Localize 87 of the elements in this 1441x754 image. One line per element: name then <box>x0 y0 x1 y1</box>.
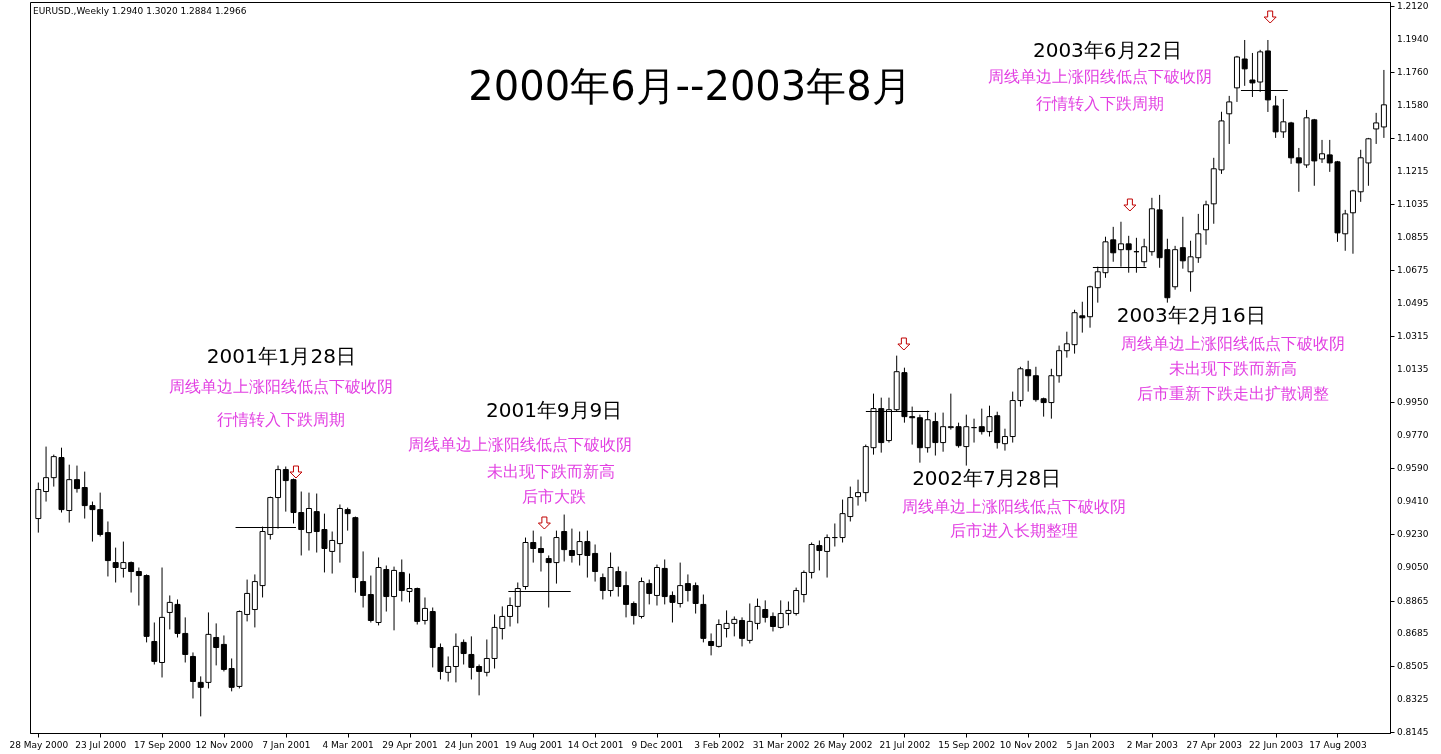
candlestick <box>1380 69 1387 139</box>
x-tick-label: 28 May 2000 <box>9 739 69 750</box>
candlestick <box>151 621 158 665</box>
annotation: 周线单边上涨阳线低点下破收阴 <box>169 377 394 396</box>
y-tick-label: 1.1400 <box>1397 132 1429 143</box>
annotation: 未出现下跌而新高 <box>1169 359 1298 378</box>
x-tick-label: 5 Jan 2003 <box>1066 739 1115 750</box>
candlestick <box>360 550 367 609</box>
x-tick-label: 23 Jul 2000 <box>75 739 127 750</box>
annotation: 周线单边上涨阳线低点下破收阴 <box>1121 334 1346 353</box>
x-tick-label: 27 Apr 2003 <box>1186 739 1243 750</box>
x-tick-label: 29 Apr 2001 <box>382 739 438 750</box>
annotation: 2002年7月28日 <box>912 466 1062 490</box>
annotation: 2001年9月9日 <box>485 398 623 422</box>
y-tick-label: 1.1580 <box>1397 99 1429 110</box>
candlestick <box>1349 189 1356 255</box>
annotation: 2003年2月16日 <box>1116 303 1266 327</box>
candlestick <box>1241 39 1248 87</box>
x-tick-label: 19 Aug 2001 <box>504 739 563 750</box>
y-tick-label: 1.1760 <box>1397 66 1429 77</box>
text: 2000年6月--2003年8月 <box>468 63 912 109</box>
annotation: 周线单边上涨阳线低点下破收阴 <box>901 497 1126 516</box>
x-tick-label: 14 Oct 2001 <box>567 739 624 750</box>
annotation: 2003年6月22日 <box>1032 38 1183 62</box>
x-tick-label: 21 Jul 2002 <box>879 739 931 750</box>
annotation: 行情转入下跌周期 <box>1035 94 1164 113</box>
candlestick <box>1125 235 1132 274</box>
y-tick-label: 0.8145 <box>1397 727 1429 738</box>
y-tick-label: 0.8325 <box>1397 694 1429 705</box>
candlestick <box>1226 95 1233 145</box>
x-tick-label: 15 Sep 2002 <box>938 739 996 750</box>
y-tick-label: 0.9230 <box>1397 528 1429 539</box>
candlestick <box>537 535 544 573</box>
candlestick <box>43 446 50 503</box>
y-tick-label: 1.0675 <box>1397 264 1429 275</box>
y-tick-label: 1.0135 <box>1397 363 1429 374</box>
annotation: 周线单边上涨阳线低点下破收阴 <box>408 435 633 454</box>
y-tick-label: 1.1215 <box>1397 166 1429 177</box>
y-tick-label: 0.9050 <box>1397 561 1429 572</box>
annotation: 后市重新下跌走出扩散调整 <box>1137 384 1330 403</box>
x-tick-label: 17 Sep 2000 <box>134 739 192 750</box>
chart-subtitle: EURUSD.,Weekly 1.2940 1.3020 1.2884 1.2966 <box>33 6 247 16</box>
candlestick <box>623 571 630 618</box>
x-tick-label: 26 May 2002 <box>813 739 873 750</box>
x-tick-label: 3 Feb 2002 <box>694 739 745 750</box>
x-tick-label: 9 Dec 2001 <box>631 739 684 750</box>
y-tick-label: 0.9770 <box>1397 430 1429 441</box>
y-tick-label: 1.0855 <box>1397 232 1429 243</box>
candlestick <box>507 596 514 628</box>
annotation: 未出现下跌而新高 <box>487 462 616 481</box>
x-tick-label: 12 Nov 2000 <box>195 739 254 750</box>
annotation: 2001年1月28日 <box>206 344 356 368</box>
annotation: 后市进入长期整理 <box>949 521 1078 540</box>
x-tick-label: 10 Nov 2002 <box>999 739 1058 750</box>
annotation: 后市大跌 <box>522 487 587 506</box>
candlestick <box>739 616 746 647</box>
candlestick <box>1141 238 1148 268</box>
y-tick-label: 1.0495 <box>1397 297 1429 308</box>
candlestick <box>514 581 521 624</box>
x-tick-label: 24 Jun 2001 <box>444 739 499 750</box>
candlestick <box>769 611 776 632</box>
y-tick-label: 0.9410 <box>1397 496 1429 507</box>
y-tick-label: 1.2120 <box>1397 1 1429 12</box>
x-tick-label: 2 Mar 2003 <box>1126 739 1179 750</box>
candlestick <box>1117 221 1124 268</box>
y-tick-label: 0.8685 <box>1397 628 1429 639</box>
x-tick-label: 31 Mar 2002 <box>752 739 810 750</box>
x-tick-label: 7 Jan 2001 <box>262 739 311 750</box>
x-tick-label: 22 Jun 2003 <box>1249 739 1304 750</box>
y-tick-label: 0.9950 <box>1397 397 1429 408</box>
y-tick-label: 1.0315 <box>1397 330 1429 341</box>
annotation: 周线单边上涨阳线低点下破收阴 <box>987 67 1212 86</box>
y-tick-label: 1.1940 <box>1397 33 1429 44</box>
candlestick <box>1001 428 1008 452</box>
candlestick <box>708 632 715 656</box>
y-tick-label: 0.8505 <box>1397 661 1429 672</box>
candlestick <box>855 479 862 507</box>
candlestick <box>73 465 80 494</box>
candlestick <box>1373 112 1380 145</box>
annotation: 行情转入下跌周期 <box>217 410 346 429</box>
y-tick-label: 0.8865 <box>1397 595 1429 606</box>
candlestick <box>421 596 428 625</box>
y-tick-label: 0.9590 <box>1397 463 1429 474</box>
y-tick-label: 1.1035 <box>1397 199 1429 210</box>
x-tick-label: 4 Mar 2001 <box>322 739 374 750</box>
candlestick <box>1319 139 1326 164</box>
x-tick-label: 17 Aug 2003 <box>1309 739 1367 750</box>
